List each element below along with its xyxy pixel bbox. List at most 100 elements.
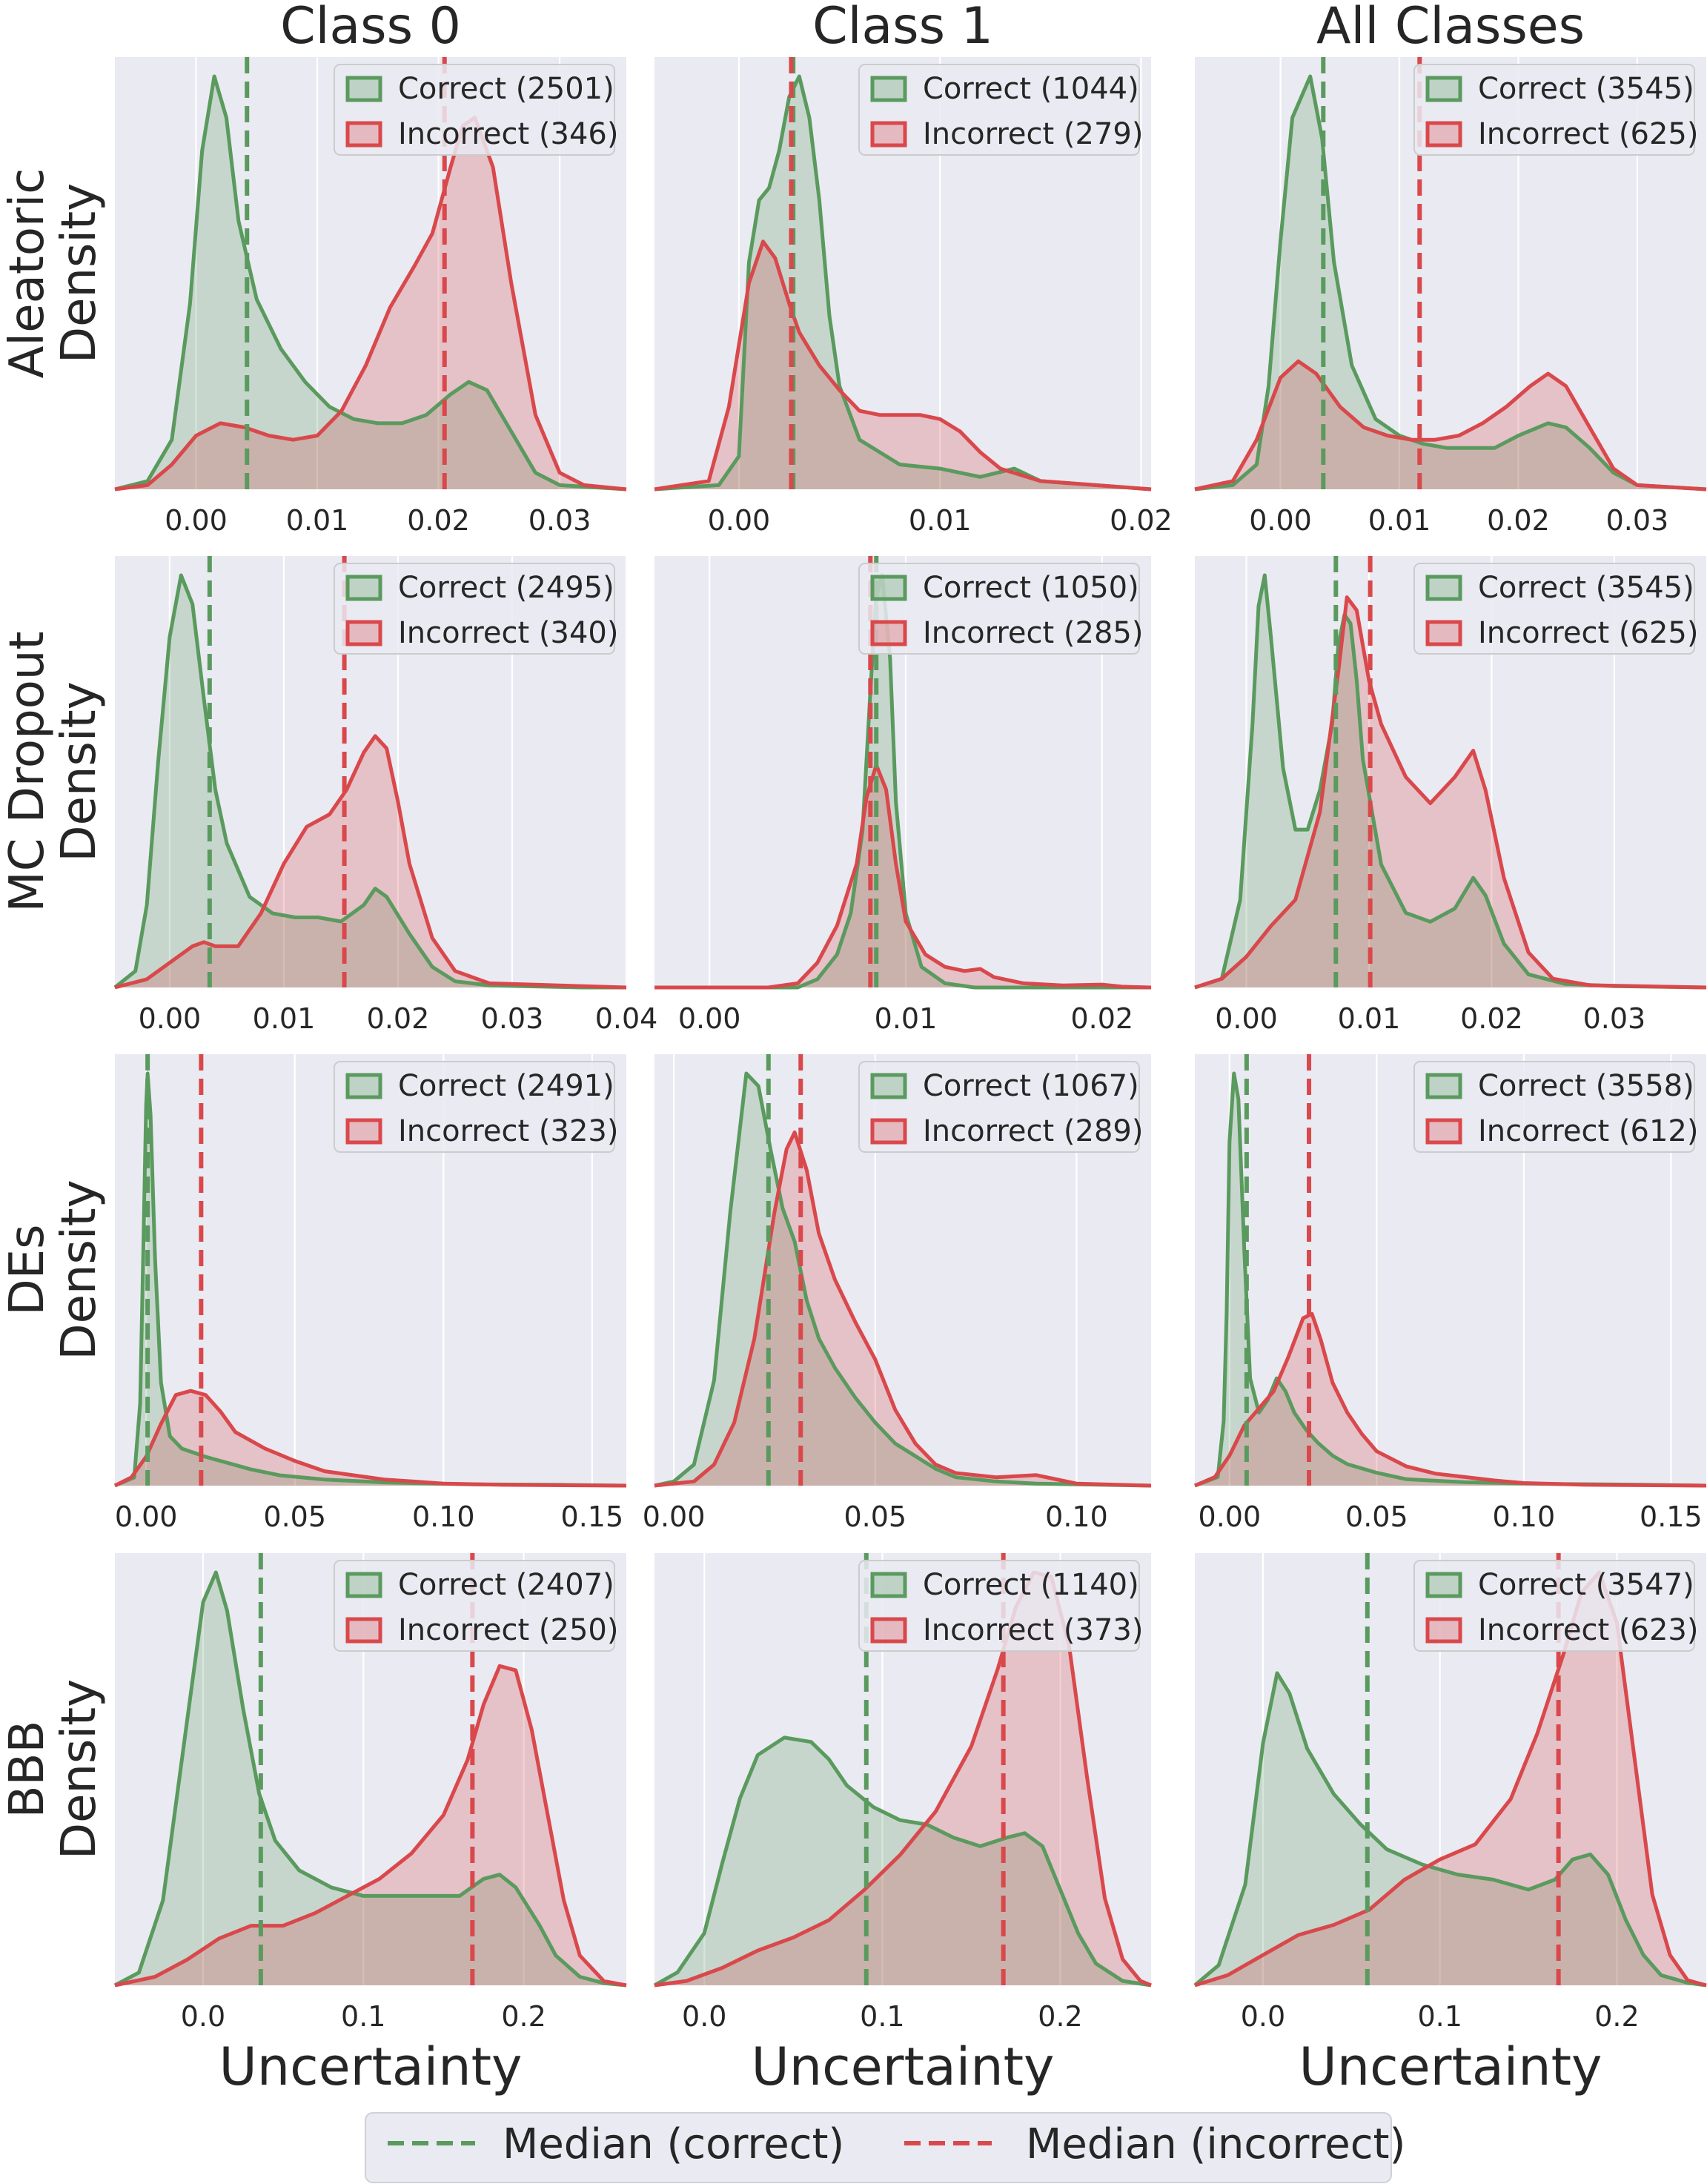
x-tick-label: 0.0	[682, 2000, 726, 2033]
legend-label-correct: Correct (3547)	[1478, 1568, 1694, 1602]
panel: 0.00 0.01 0.02 Correct (1044) Incorrect (279…	[654, 57, 1173, 537]
x-tick-label: 0.00	[115, 1500, 178, 1533]
legend-swatch-correct	[345, 1073, 382, 1099]
legend-swatch-incorrect	[870, 620, 907, 646]
legend-label-correct: Correct (3545)	[1478, 571, 1694, 605]
legend-swatch-incorrect	[1425, 1617, 1462, 1644]
legend-frame	[334, 563, 615, 655]
incorrect-density-line	[654, 763, 1152, 990]
legend-frame	[858, 563, 1140, 655]
x-tick-label: 0.2	[1038, 2000, 1082, 2033]
legend-frame	[1413, 64, 1695, 156]
incorrect-density-line	[654, 239, 1152, 492]
incorrect-density-line	[1194, 595, 1707, 990]
legend-label-correct: Correct (2491)	[398, 1069, 614, 1103]
legend-frame	[858, 64, 1140, 156]
row-label-method: Aleatoric	[0, 168, 55, 379]
x-tick-label: 0.01	[875, 1002, 938, 1035]
legend-label-incorrect: Incorrect (340)	[398, 616, 618, 650]
x-tick-label: 0.03	[1583, 1002, 1646, 1035]
incorrect-density-fill	[115, 1391, 626, 1486]
incorrect-density-line	[1194, 359, 1707, 492]
x-tick-label: 0.15	[1640, 1500, 1703, 1533]
row-label-axis: Density	[52, 681, 107, 861]
row-label-axis: Density	[52, 1179, 107, 1360]
legend-swatch-incorrect	[1425, 1118, 1462, 1145]
incorrect-density-fill	[115, 1666, 626, 1985]
legend-swatch-correct	[345, 76, 382, 102]
panel-legend: Correct (3545) Incorrect (625)	[1413, 64, 1698, 156]
correct-density-fill	[115, 1572, 626, 1985]
x-tick-label: 0.1	[1417, 2000, 1462, 2033]
median-legend-incorrect-label: Median (incorrect)	[1026, 2120, 1405, 2168]
legend-label-incorrect: Incorrect (279)	[923, 117, 1143, 151]
legend-swatch-correct	[1425, 1073, 1462, 1099]
correct-density-line	[114, 74, 627, 492]
correct-density-line	[653, 1735, 1152, 1988]
x-tick-label: 0.02	[1460, 1002, 1523, 1035]
median-legend: Median (correct) Median (incorrect)	[365, 2112, 1405, 2183]
incorrect-density-fill	[654, 241, 1151, 489]
correct-density-line	[113, 573, 626, 990]
x-tick-label: 0.05	[843, 1500, 906, 1533]
legend-frame	[1413, 1061, 1695, 1153]
x-tick-label: 0.02	[407, 504, 470, 537]
x-tick-label: 0.02	[367, 1002, 430, 1035]
legend-swatch-incorrect	[345, 121, 382, 148]
legend-swatch-incorrect	[870, 1118, 907, 1145]
x-tick-label: 0.02	[1110, 504, 1173, 537]
x-tick-label: 0.01	[909, 504, 972, 537]
panel: 0.00 0.01 0.02 0.03 Correct (3545) Incorrect …	[1194, 556, 1707, 1035]
legend-swatch-incorrect	[1425, 620, 1462, 646]
incorrect-density-fill	[654, 764, 1151, 987]
x-tick-label: 0.01	[253, 1002, 316, 1035]
legend-swatch-incorrect	[345, 1118, 382, 1145]
legend-frame	[334, 1560, 615, 1652]
correct-density-line	[114, 1071, 627, 1488]
legend-swatch-correct	[1425, 76, 1462, 102]
panel: 0.0 0.1 0.2 Correct (1140) Incorrect (373)	[653, 1553, 1152, 2033]
x-tick-label: 0.2	[1594, 2000, 1639, 2033]
correct-density-fill	[654, 1737, 1151, 1985]
panel-legend: Correct (2495) Incorrect (340)	[334, 563, 618, 655]
legend-frame	[334, 64, 615, 156]
x-tick-label: 0.01	[1368, 504, 1431, 537]
panel: 0.0 0.1 0.2 Correct (3547) Incorrect (623)	[1193, 1553, 1707, 2033]
correct-density-fill	[654, 1073, 1151, 1486]
incorrect-density-fill	[1195, 1572, 1706, 1985]
x-tick-label: 0.15	[561, 1500, 624, 1533]
legend-swatch-correct	[1425, 1572, 1462, 1598]
x-tick-label: 0.0	[1241, 2000, 1285, 2033]
x-tick-label: 0.01	[1338, 1002, 1401, 1035]
legend-label-correct: Correct (1050)	[923, 571, 1139, 605]
column-title: Class 1	[812, 0, 993, 56]
panel-legend: Correct (1067) Incorrect (289)	[858, 1061, 1143, 1153]
x-axis-label: Uncertainty	[752, 2036, 1055, 2097]
incorrect-density-line	[1194, 1311, 1707, 1488]
x-tick-label: 0.10	[1493, 1500, 1556, 1533]
correct-density-line	[654, 74, 1152, 492]
incorrect-density-line	[114, 116, 627, 492]
panel: 0.00 0.05 0.10 0.15 Correct (2491) Incorrect …	[113, 1054, 627, 1533]
incorrect-density-line	[114, 734, 627, 990]
legend-frame	[334, 1061, 615, 1153]
legend-label-correct: Correct (2495)	[398, 571, 614, 605]
legend-label-incorrect: Incorrect (346)	[398, 117, 618, 151]
panel-legend: Correct (3558) Incorrect (612)	[1413, 1061, 1698, 1153]
x-tick-label: 0.0	[181, 2000, 225, 2033]
x-axis-label: Uncertainty	[1299, 2036, 1602, 2097]
legend-label-incorrect: Incorrect (289)	[923, 1114, 1143, 1148]
column-title: Class 0	[280, 0, 461, 56]
x-tick-label: 0.02	[1070, 1002, 1133, 1035]
legend-swatch-incorrect	[870, 121, 907, 148]
legend-frame	[858, 1560, 1140, 1652]
panel: 0.0 0.1 0.2 Correct (2407) Incorrect (250)	[113, 1553, 627, 2033]
median-legend-frame	[365, 2112, 1392, 2183]
x-tick-label: 0.1	[860, 2000, 904, 2033]
x-tick-label: 0.00	[708, 504, 771, 537]
correct-density-line	[1193, 1671, 1707, 1988]
x-tick-label: 0.00	[1199, 1500, 1262, 1533]
legend-label-correct: Correct (1067)	[923, 1069, 1139, 1103]
panel-legend: Correct (1140) Incorrect (373)	[858, 1560, 1143, 1652]
